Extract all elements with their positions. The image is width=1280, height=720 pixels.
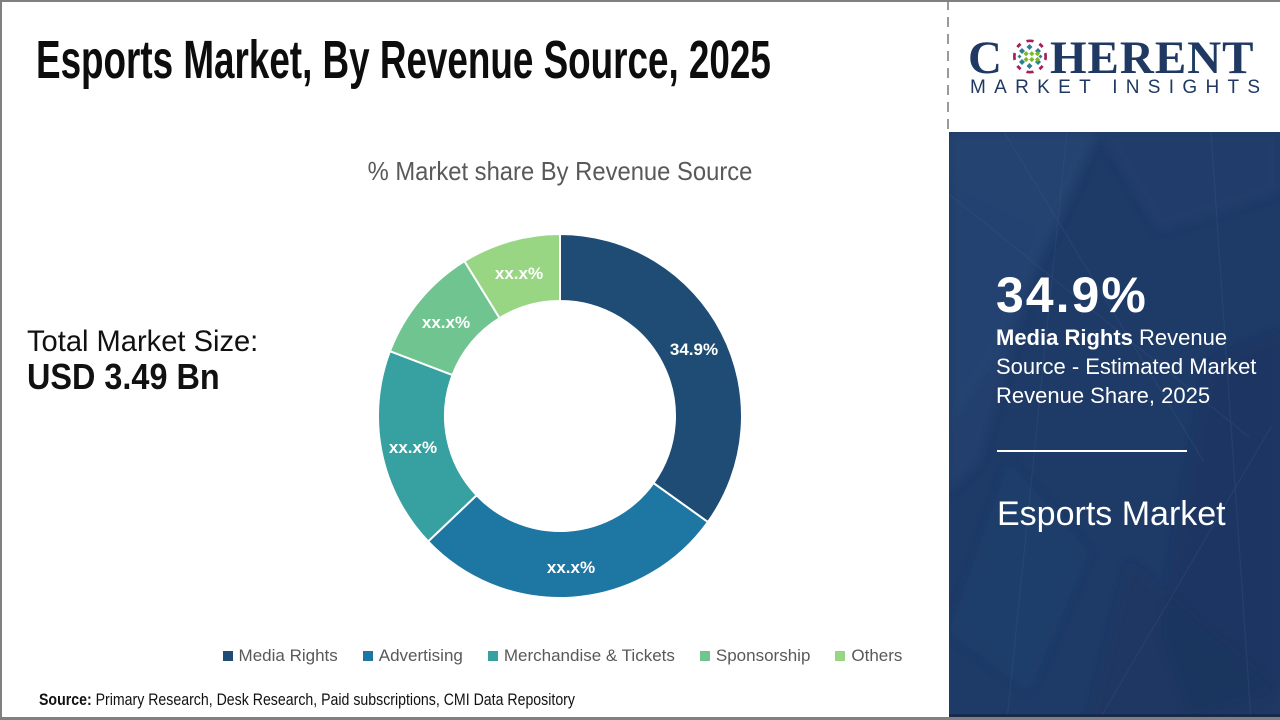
svg-text:C: C [968, 33, 1002, 84]
svg-text:HERENT: HERENT [1050, 33, 1255, 84]
svg-text:MARKET INSIGHTS: MARKET INSIGHTS [970, 77, 1260, 98]
